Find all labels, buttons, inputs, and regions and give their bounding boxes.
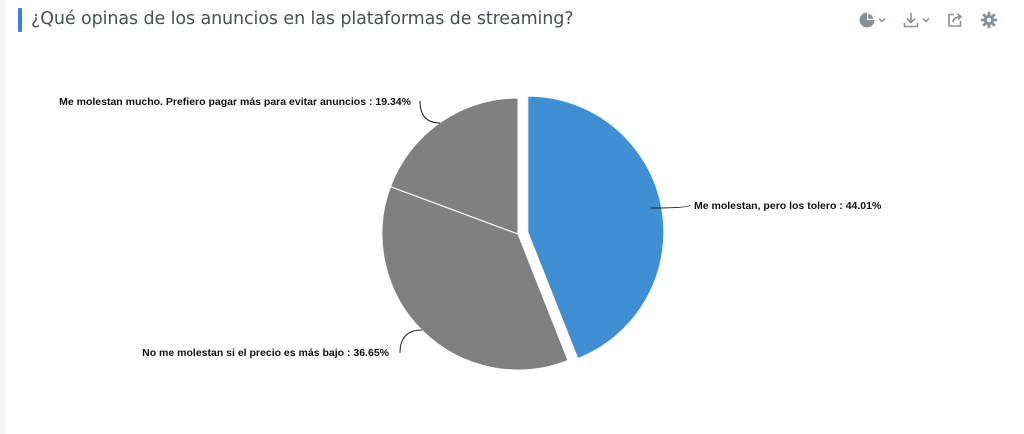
chart-header: ¿Qué opinas de los anuncios en las plata… (18, 6, 1024, 34)
title-accent-bar (18, 8, 22, 32)
settings-button[interactable] (980, 11, 998, 29)
pie-data-label: Me molestan, pero los tolero : 44.01% (694, 200, 882, 212)
chevron-down-icon (922, 18, 930, 23)
pie-label-connector (419, 100, 441, 124)
pie-data-label: Me molestan mucho. Prefiero pagar más pa… (59, 96, 412, 108)
download-icon (903, 13, 919, 28)
chevron-down-icon (878, 18, 886, 23)
chart-toolbar (858, 9, 998, 31)
gear-icon (980, 11, 998, 29)
pie-data-label: No me molestan si el precio es más bajo … (142, 347, 390, 359)
download-button[interactable] (902, 11, 930, 29)
chart-type-button[interactable] (858, 11, 886, 29)
pie-label-connector (399, 329, 423, 354)
pie-slice[interactable] (381, 186, 569, 371)
pie-label-connector (650, 204, 691, 209)
pie-slice[interactable] (527, 95, 665, 360)
chart-title: ¿Qué opinas de los anuncios en las plata… (31, 9, 574, 29)
pie-slice[interactable] (389, 97, 519, 235)
share-icon (948, 13, 963, 27)
left-edge-strip (0, 0, 6, 434)
pie-chart: Me molestan, pero los tolero : 44.01% No … (59, 95, 882, 371)
pie-chart-icon (859, 12, 875, 28)
share-button[interactable] (946, 11, 964, 29)
